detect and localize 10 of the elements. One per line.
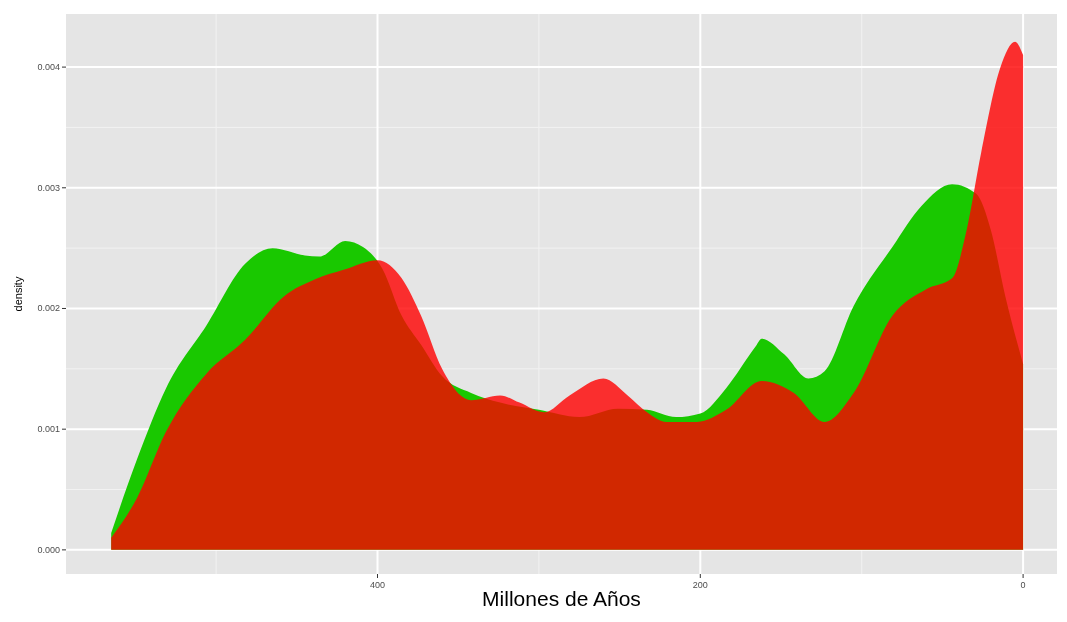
y-tick-label: 0.002 <box>37 303 60 314</box>
y-axis-title: density <box>12 276 24 312</box>
x-axis-title: Millones de Años <box>482 587 641 610</box>
x-tick-label: 400 <box>369 580 386 590</box>
y-tick-label: 0.003 <box>37 182 60 193</box>
x-tick-label: 200 <box>692 580 708 590</box>
x-tick-label: 0 <box>1020 580 1026 590</box>
y-tick-label: 0.004 <box>37 62 60 73</box>
y-tick-label: 0.001 <box>37 424 60 435</box>
y-tick-label: 0.000 <box>37 544 60 555</box>
